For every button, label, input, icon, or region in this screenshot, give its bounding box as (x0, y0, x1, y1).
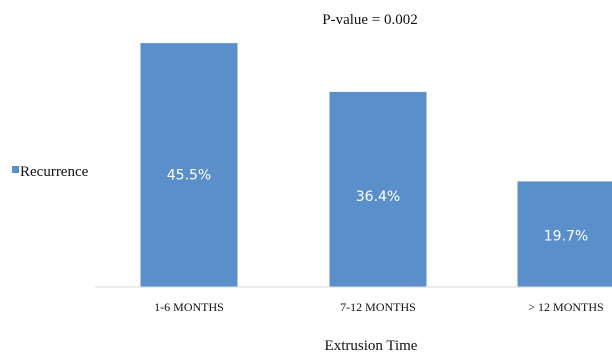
x-tick-labels-layer: 1-6 MONTHS 7-12 MONTHS > 12 MONTHS (154, 300, 604, 314)
bar-value-label-2: 36.4% (356, 189, 400, 205)
legend: Recurrence (12, 164, 89, 180)
p-value-annotation: P-value = 0.002 (322, 12, 418, 28)
legend-label-recurrence: Recurrence (20, 164, 89, 180)
bar-value-label-3: 19.7% (544, 229, 588, 245)
legend-swatch-recurrence (12, 166, 19, 173)
bars-layer (141, 43, 612, 287)
x-tick-label-1: 1-6 MONTHS (154, 300, 224, 314)
x-tick-label-2: 7-12 MONTHS (340, 300, 416, 314)
x-tick-label-3: > 12 MONTHS (528, 300, 603, 314)
bar-value-label-1: 45.5% (167, 168, 211, 184)
bar-1 (141, 43, 238, 287)
x-axis-title: Extrusion Time (325, 338, 418, 354)
